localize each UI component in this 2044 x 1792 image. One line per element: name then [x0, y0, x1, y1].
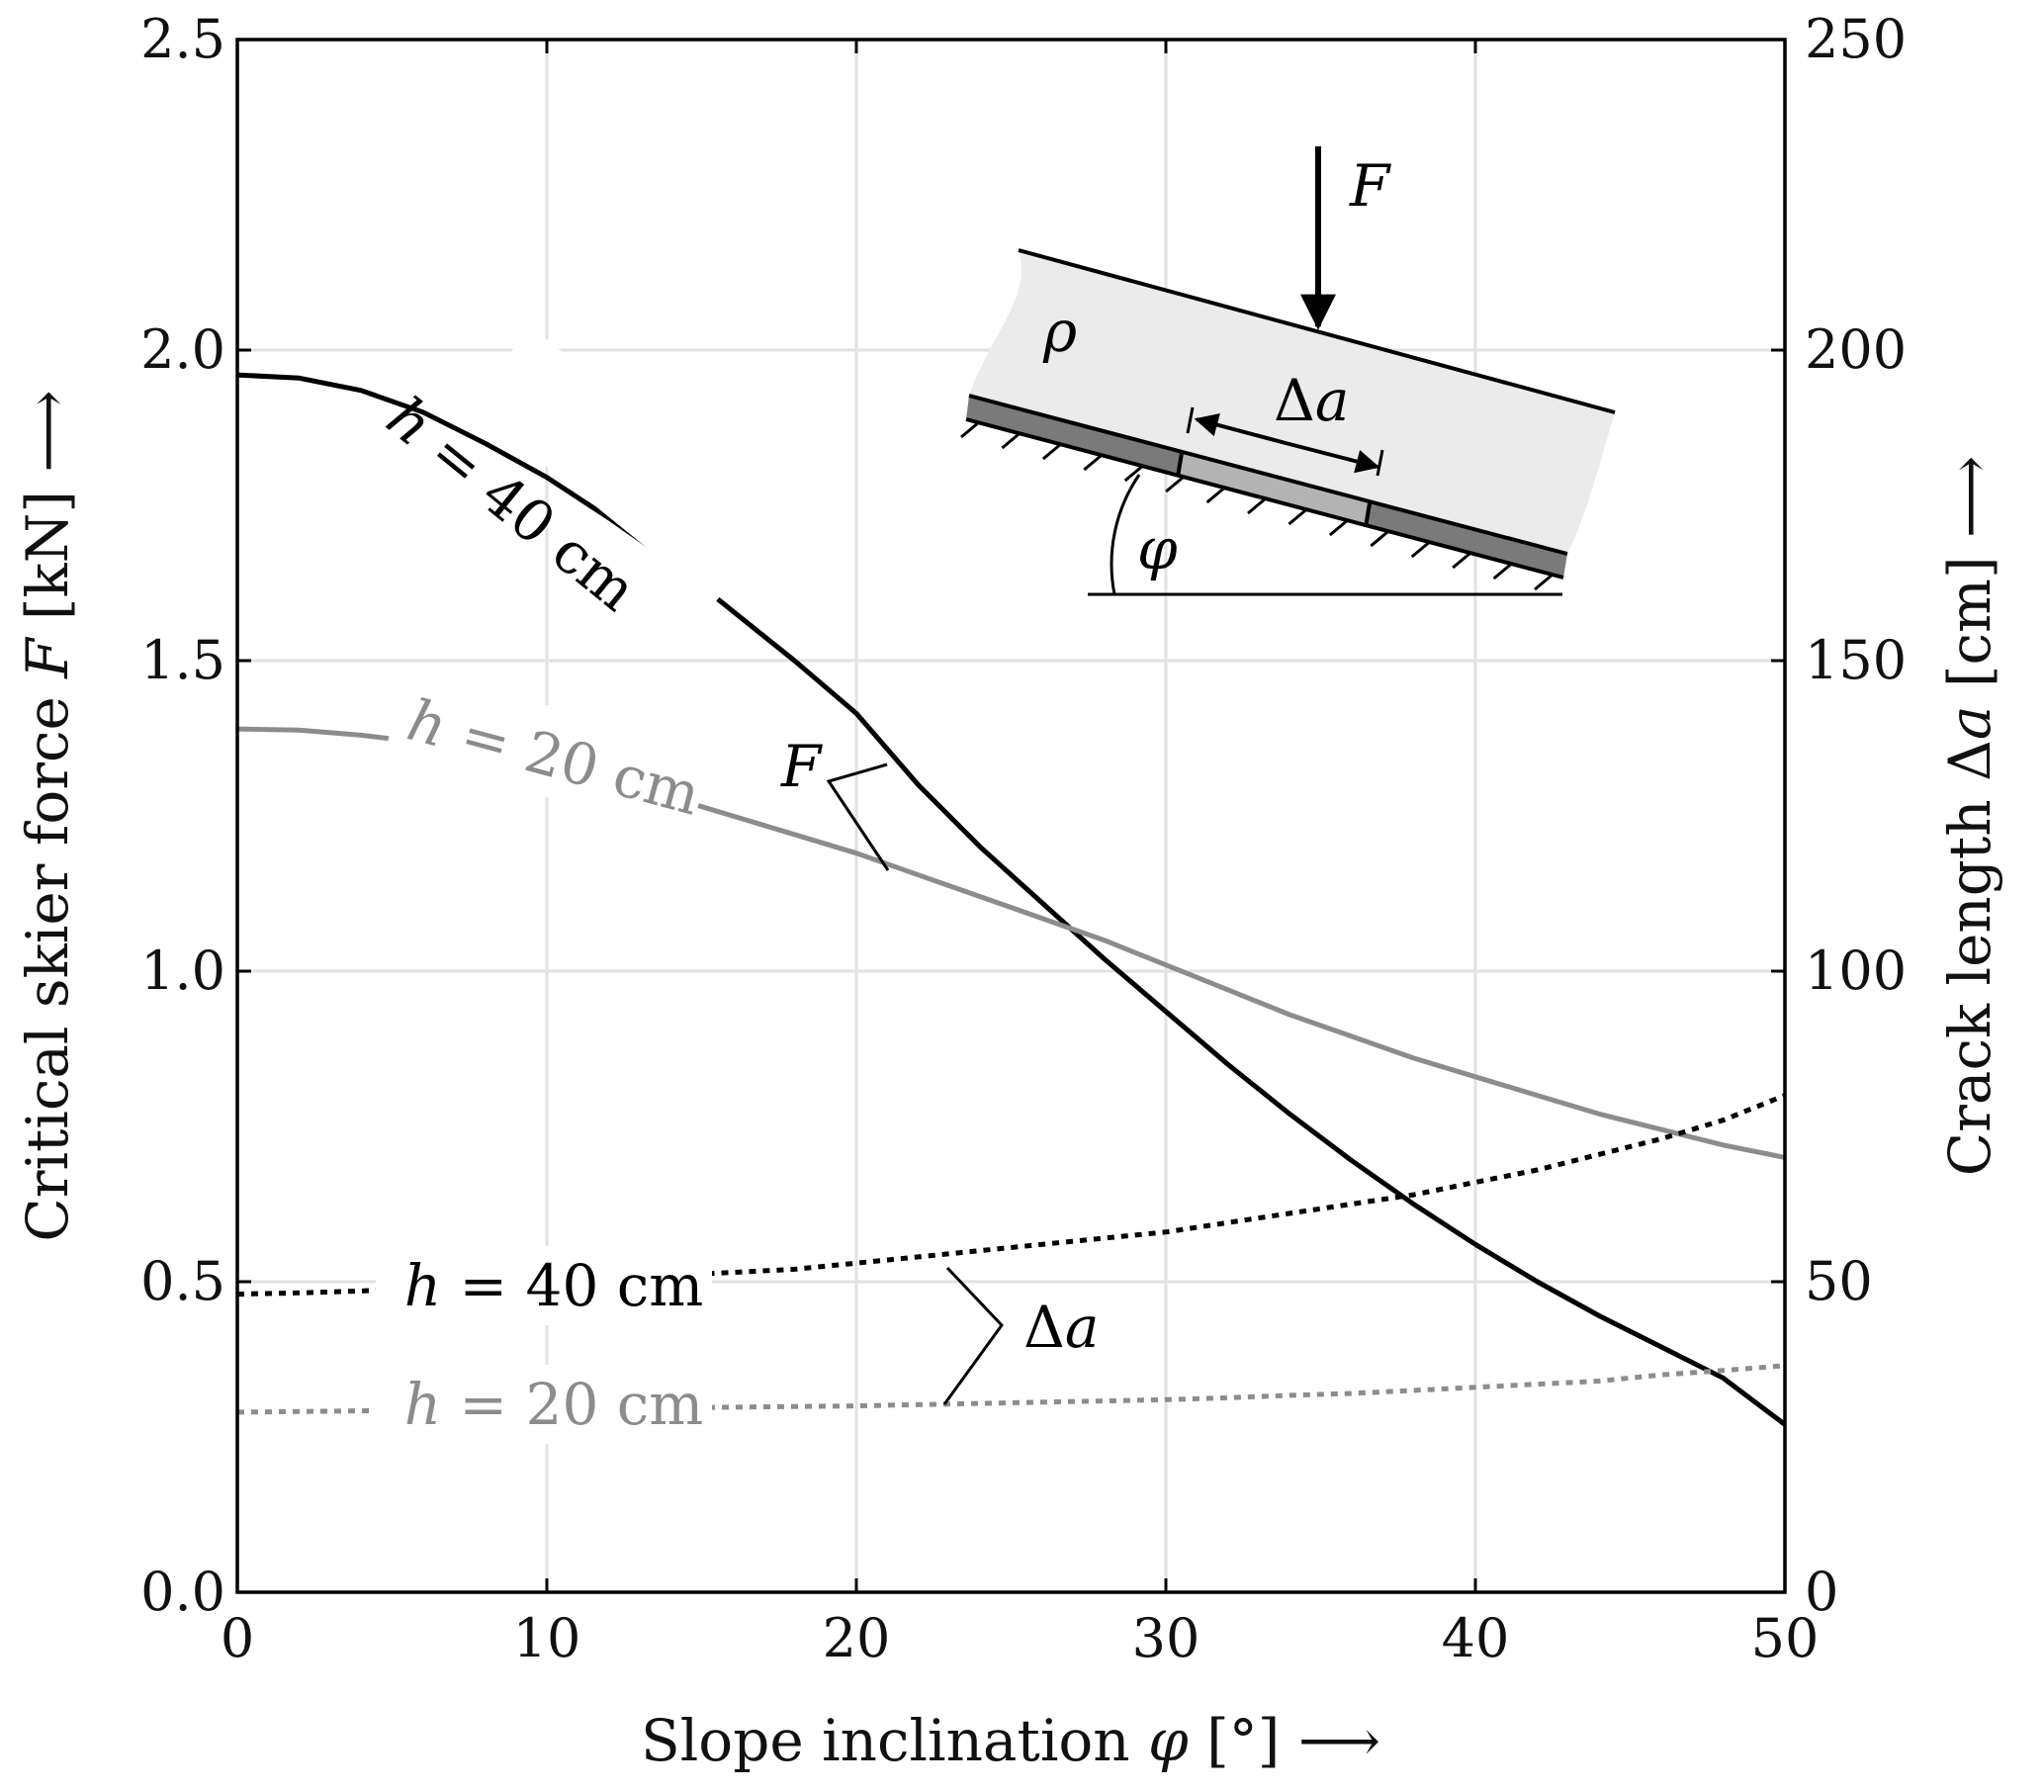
y-left-axis-title: Critical skier force F [kN] ⟶	[14, 390, 81, 1241]
x-axis-title: Slope inclination φ [°] ⟶	[641, 1707, 1380, 1774]
hatch-mark	[1123, 464, 1144, 483]
dim-arrow-left	[1194, 412, 1287, 445]
dim-tick-left	[1186, 406, 1195, 434]
hatch-mark	[1328, 518, 1349, 537]
label-h40-da: h = 40 cm	[404, 1252, 704, 1319]
y-right-tick-label: 0	[1805, 1561, 1838, 1623]
hatch-mark	[1370, 529, 1390, 548]
plot-frame	[235, 38, 1787, 1594]
slab-body	[969, 250, 1615, 554]
angle-arc	[1110, 474, 1141, 595]
crack-label: Δa	[1274, 367, 1349, 434]
y-left-tick-label: 0.0	[140, 1561, 225, 1623]
hatch-mark	[1492, 562, 1513, 581]
bracket-F	[826, 762, 890, 871]
hatch-mark	[1001, 431, 1022, 450]
y-right-tick-label: 150	[1805, 629, 1907, 691]
y-left-tick-label: 1.0	[140, 940, 225, 1002]
hatch-mark	[960, 420, 980, 439]
bracket-da	[942, 1266, 1004, 1405]
label-h20-da: h = 20 cm	[404, 1371, 704, 1438]
weak-layer-left	[966, 396, 1182, 477]
slab-top-edge	[1018, 248, 1616, 414]
weak-layer-top	[968, 394, 1568, 556]
series-line-F-40	[237, 372, 1785, 1427]
ground-hatching	[960, 420, 1554, 591]
group-label-da: Δa	[1023, 1294, 1099, 1361]
y-right-tick-label: 200	[1805, 318, 1907, 381]
hatch-mark	[1534, 573, 1554, 591]
y-left-tick-label: 2.0	[140, 318, 225, 381]
weak-layer-crack	[1178, 453, 1370, 527]
curve-gap	[469, 326, 777, 603]
y-left-tick-label: 0.5	[140, 1250, 225, 1312]
series-line-da-20	[237, 1363, 1785, 1415]
force-label: F	[1349, 152, 1391, 220]
dim-arrow-right	[1285, 441, 1380, 474]
y-right-tick-label: 250	[1805, 8, 1907, 70]
y-left-tick-label: 1.5	[140, 629, 225, 691]
y-right-tick-label: 50	[1805, 1250, 1873, 1312]
hatch-mark	[1083, 453, 1104, 472]
label-mask	[376, 1246, 712, 1325]
y-left-tick-label: 2.5	[140, 8, 225, 70]
slab-schematic: φ ρ F Δa	[960, 146, 1616, 596]
crack-tip-left	[1176, 452, 1184, 478]
x-tick-label: 40	[1442, 1607, 1510, 1669]
density-label: ρ	[1042, 298, 1077, 365]
hatch-mark	[1205, 486, 1226, 504]
angle-label: φ	[1137, 515, 1178, 582]
series-line-F-20	[237, 726, 1785, 1160]
x-tick-label: 0	[221, 1607, 254, 1669]
data-series	[237, 326, 1785, 1427]
y-right-tick-label: 100	[1805, 940, 1907, 1002]
gridlines	[235, 38, 1787, 1594]
y-right-axis-title: Crack length Δa [cm] ⟶	[1936, 456, 2003, 1176]
crack-tip-right	[1364, 502, 1372, 528]
hatch-mark	[1041, 442, 1062, 461]
hatch-mark	[1288, 507, 1308, 526]
group-label-F: F	[780, 733, 823, 800]
label-mask	[376, 1365, 712, 1444]
hatch-mark	[1410, 540, 1431, 559]
x-tick-label: 30	[1132, 1607, 1200, 1669]
hatch-mark	[1247, 496, 1267, 515]
x-tick-label: 10	[513, 1607, 581, 1669]
axis-ticks: 0 10 20 30 40 500.00.51.01.52.02.505010015020…	[140, 8, 1907, 1669]
hatch-mark	[1165, 475, 1186, 493]
x-tick-label: 20	[823, 1607, 891, 1669]
hatch-mark	[1452, 551, 1472, 570]
series-line-da-40	[237, 1093, 1785, 1298]
weak-layer-right	[1366, 503, 1567, 578]
x-tick-label: 50	[1751, 1607, 1820, 1669]
curve-gap	[384, 668, 714, 836]
